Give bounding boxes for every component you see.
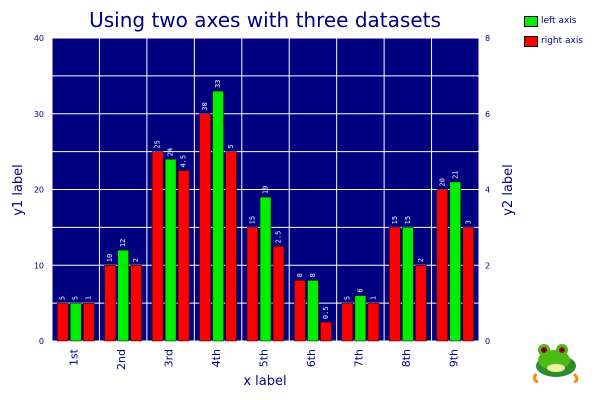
bar-value-label: 33 <box>214 80 222 88</box>
bar <box>117 249 129 342</box>
legend-label: left axis <box>541 16 577 26</box>
y2-axis: 0 2 4 6 8 <box>485 34 490 346</box>
bar <box>272 246 285 342</box>
bar <box>246 227 259 342</box>
bar <box>402 227 414 342</box>
bar <box>177 170 190 342</box>
bar-value-label: 5 <box>227 144 235 148</box>
bar-value-label: 8 <box>309 273 317 277</box>
y-axis: 0 10 20 30 40 <box>34 34 44 346</box>
bar-value-label: 15 <box>249 216 257 224</box>
bar <box>225 151 237 342</box>
bar-value-label: 5 <box>72 296 80 300</box>
bar-value-label: 25 <box>154 140 162 148</box>
bar-value-label: 10 <box>106 254 114 262</box>
bar <box>151 151 164 342</box>
bar-value-label: 3 <box>464 220 472 224</box>
x-axis: 1st 2nd 3rd 4th 5th 6th 7th 8th 9th <box>68 348 461 370</box>
bar-value-label: 19 <box>262 186 270 194</box>
bar <box>462 227 475 342</box>
y2-tick-label: 0 <box>485 337 490 346</box>
bar <box>259 196 272 342</box>
bar <box>354 295 367 342</box>
bar-value-label: 15 <box>404 216 412 224</box>
bar-value-label: 8 <box>296 273 304 277</box>
bar-value-label: 5 <box>59 296 67 300</box>
x-tick-label: 7th <box>352 349 365 367</box>
bar-value-label: 15 <box>391 216 399 224</box>
x-tick-label: 2nd <box>115 349 128 370</box>
legend-swatch <box>524 35 538 47</box>
x-tick-label: 1st <box>68 348 81 366</box>
legend: left axis right axis <box>524 14 583 54</box>
bar <box>130 265 142 342</box>
bar-value-label: 0.5 <box>322 306 330 319</box>
legend-label: right axis <box>541 36 584 46</box>
y2-tick-label: 4 <box>485 186 490 195</box>
bar <box>436 189 449 342</box>
bar <box>307 280 319 342</box>
legend-swatch <box>524 15 538 27</box>
x-tick-label: 9th <box>447 349 460 367</box>
y2-tick-label: 8 <box>485 34 490 43</box>
bar-value-label: 30 <box>201 102 209 110</box>
bar <box>320 321 332 342</box>
bar-value-label: 24 <box>167 148 175 156</box>
x-tick-label: 3rd <box>163 349 176 367</box>
bar-value-label: 2 <box>417 258 425 262</box>
bar-value-label: 21 <box>451 170 459 178</box>
bar-value-label: 12 <box>119 239 127 247</box>
bar-value-label: 2 <box>132 258 140 262</box>
chart-title: Using two axes with three datasets <box>89 8 441 32</box>
bar-labels: 5 5 1 10 12 2 25 24 4.5 30 33 5 15 19 2.5 8 8 0.5 5 6 1 15 15 2… <box>59 80 473 319</box>
bar <box>389 227 401 342</box>
bar <box>82 302 95 342</box>
x-tick-label: 6th <box>305 349 318 367</box>
y-tick-label: 10 <box>34 261 44 270</box>
bar <box>294 280 306 342</box>
bar-value-label: 5 <box>343 296 351 300</box>
x-tick-label: 4th <box>210 349 223 367</box>
x-axis-label: x label <box>243 374 286 389</box>
y-tick-label: 40 <box>34 34 44 43</box>
legend-item-left-axis: left axis <box>524 14 583 28</box>
y-tick-label: 20 <box>34 186 44 195</box>
bar-value-label: 6 <box>356 288 364 292</box>
bar-value-label: 1 <box>369 296 377 300</box>
bar <box>449 181 462 342</box>
bar <box>415 265 427 342</box>
bar <box>69 302 82 342</box>
y2-tick-label: 6 <box>485 110 490 119</box>
frog-icon <box>532 344 579 384</box>
bar <box>212 90 224 342</box>
bar <box>199 113 211 342</box>
y-tick-label: 0 <box>39 337 44 346</box>
bar-value-label: 4.5 <box>180 155 188 168</box>
legend-item-right-axis: right axis <box>524 34 583 48</box>
y-axis-label: y1 label <box>11 164 26 216</box>
bar-value-label: 2.5 <box>275 231 283 244</box>
bar-value-label: 20 <box>438 178 446 186</box>
y2-axis-label: y2 label <box>501 164 516 216</box>
bar <box>341 302 354 342</box>
bar <box>104 265 116 342</box>
x-tick-label: 8th <box>400 349 413 367</box>
bar <box>367 302 380 342</box>
x-tick-label: 5th <box>258 349 271 367</box>
y2-tick-label: 2 <box>485 261 490 270</box>
y-tick-label: 30 <box>34 110 44 119</box>
bar-value-label: 1 <box>85 296 93 300</box>
bar <box>164 158 177 342</box>
bar <box>56 302 69 342</box>
bars <box>56 90 475 342</box>
